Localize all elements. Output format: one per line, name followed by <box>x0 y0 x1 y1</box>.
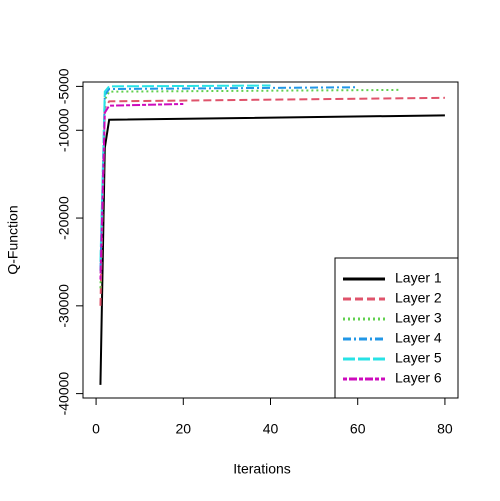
series-line <box>99 102 184 280</box>
y-tick-label: -40000 <box>56 372 72 416</box>
x-axis-label: Iterations <box>233 461 291 477</box>
series-line <box>99 114 445 385</box>
y-tick-label: -5000 <box>56 68 72 104</box>
x-tick-label: 60 <box>350 421 366 437</box>
y-tick-label: -30000 <box>56 284 72 328</box>
legend-label: Layer 5 <box>395 350 442 366</box>
x-tick-label: 80 <box>437 421 453 437</box>
series-line <box>99 84 271 262</box>
legend-label: Layer 4 <box>395 330 442 346</box>
y-tick-label: -20000 <box>56 196 72 240</box>
x-tick-label: 40 <box>263 421 279 437</box>
legend-box <box>334 257 459 399</box>
y-tick-label: -10000 <box>56 108 72 152</box>
legend-label: Layer 6 <box>395 370 442 386</box>
x-tick-label: 0 <box>92 421 100 437</box>
x-tick-label: 20 <box>176 421 192 437</box>
legend-label: Layer 2 <box>395 290 442 306</box>
legend-label: Layer 3 <box>395 310 442 326</box>
series-line <box>99 86 358 271</box>
legend-label: Layer 1 <box>395 270 442 286</box>
y-axis-label: Q-Function <box>5 205 21 274</box>
